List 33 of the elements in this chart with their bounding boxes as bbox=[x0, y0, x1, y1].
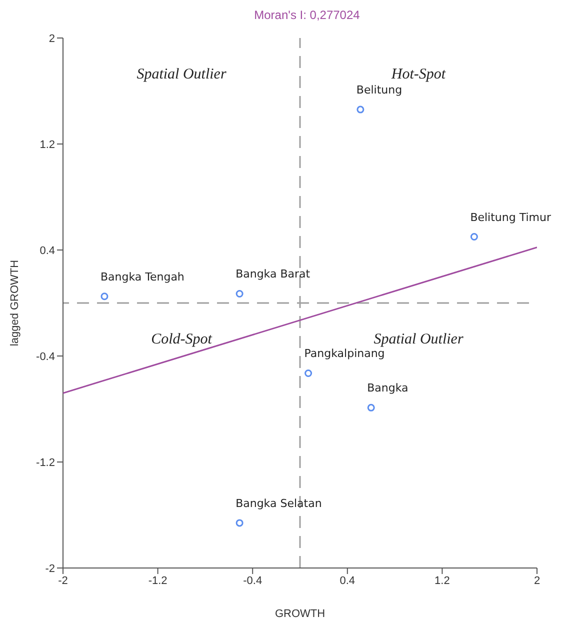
point bbox=[470, 233, 478, 240]
y-tick-label: -0.4 bbox=[36, 350, 55, 363]
annotation: Pangkalpinang bbox=[304, 347, 385, 360]
annotation: Bangka bbox=[367, 382, 408, 395]
annotation: Spatial Outlier bbox=[136, 66, 226, 83]
x-tick-label: -2 bbox=[58, 574, 68, 587]
annotation: Bangka Barat bbox=[236, 268, 311, 281]
annotation: Belitung Timur bbox=[470, 210, 552, 224]
y-tick-label: 2 bbox=[48, 32, 55, 45]
y-tick-label: 0.4 bbox=[40, 244, 55, 257]
point bbox=[236, 290, 244, 298]
x-tick-label: -1.2 bbox=[148, 574, 168, 587]
point bbox=[100, 292, 108, 300]
y-tick-label: -2 bbox=[45, 562, 55, 575]
x-axis-title: GROWTH bbox=[274, 608, 326, 620]
x-tick-label: 0.4 bbox=[340, 574, 356, 587]
chart-title: Moran's I: 0,277024 bbox=[253, 8, 361, 24]
annotation: Spatial Outlier bbox=[374, 332, 464, 348]
point bbox=[356, 106, 364, 114]
annotation: Belitung bbox=[356, 84, 402, 97]
annotation: Hot-Spot bbox=[390, 66, 446, 83]
point bbox=[304, 369, 312, 377]
point bbox=[236, 519, 244, 527]
y-tick-label: -1.2 bbox=[36, 456, 55, 469]
x-tick-label: -0.4 bbox=[243, 574, 262, 587]
x-tick-label: 2 bbox=[534, 574, 540, 587]
y-tick-label: 1.2 bbox=[40, 138, 55, 151]
annotation: Bangka Selatan bbox=[236, 496, 322, 510]
annotation: Bangka Tengah bbox=[100, 270, 184, 284]
point bbox=[367, 404, 375, 412]
y-axis-title: lagged GROWTH bbox=[8, 260, 21, 346]
annotation: Cold-Spot bbox=[151, 332, 213, 348]
x-tick-label: 1.2 bbox=[434, 574, 450, 587]
